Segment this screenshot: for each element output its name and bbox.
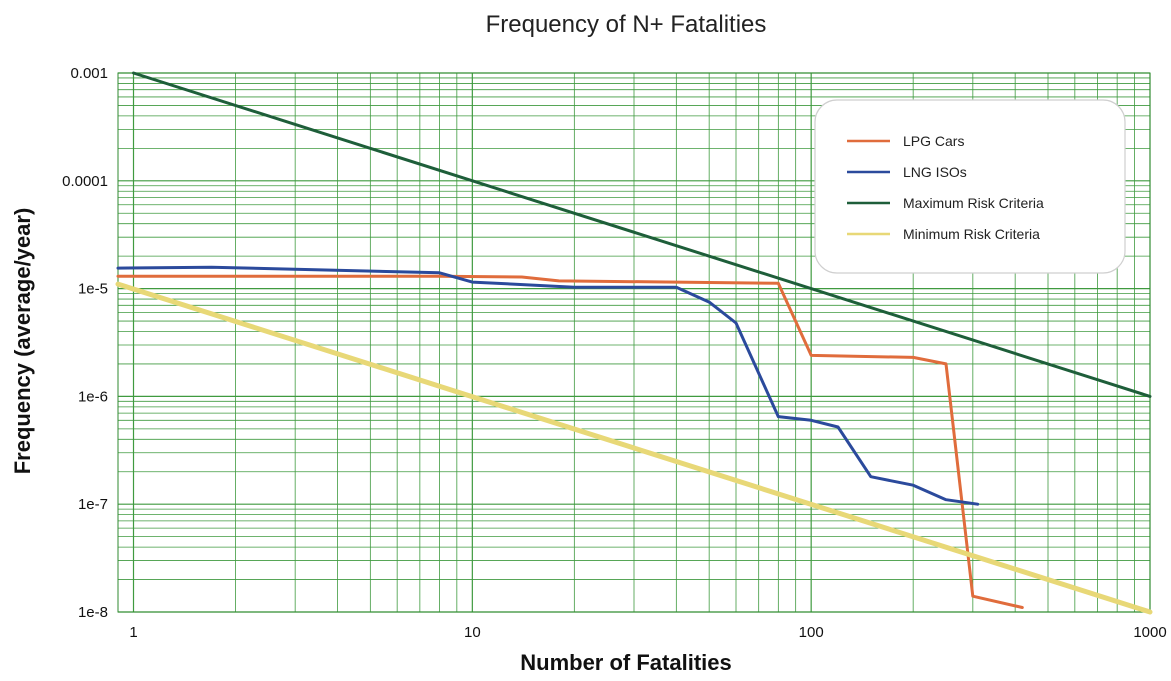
legend-label: Maximum Risk Criteria [903,195,1044,211]
x-tick-label: 100 [799,624,824,641]
y-tick-label: 1e-7 [78,496,108,513]
legend-box [814,99,1126,274]
series-line-lpg-cars [116,274,1024,609]
y-tick-label: 1e-6 [78,388,108,405]
y-axis-title: Frequency (average/year) [10,208,35,475]
series [115,71,1153,615]
plot-frame [117,72,1151,613]
y-tick-label: 1e-8 [78,604,108,621]
chart-title: Frequency of N+ Fatalities [486,11,767,38]
y-tick-label: 1e-5 [78,281,108,298]
x-tick-label: 1 [129,624,137,641]
series-line-lng-isos [116,265,980,506]
series-line-maximum-risk-criteria [132,71,1152,398]
legend-label: LNG ISOs [903,164,967,180]
legend-label: Minimum Risk Criteria [903,226,1040,242]
legend-label: LPG Cars [903,133,964,149]
series-line-minimum-risk-criteria [115,281,1153,615]
x-tick-label: 10 [464,624,481,641]
y-tick-label: 0.001 [70,65,108,82]
x-axis-title: Number of Fatalities [520,650,731,675]
y-tick-label: 0.0001 [62,173,108,190]
legend: LPG Cars LNG ISOs Maximum Risk Criteria Min… [814,99,1126,274]
tick-labels: 1 10 100 1000 0.001 0.0001 1e-5 1e-6 1e-7 1e-8 [62,65,1167,641]
x-tick-label: 1000 [1133,624,1166,641]
